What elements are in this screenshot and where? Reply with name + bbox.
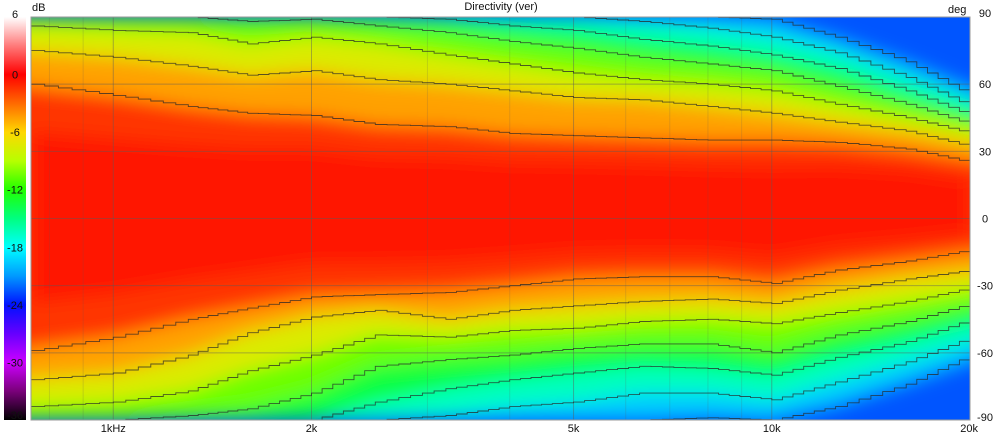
colorbar-tick-label: -12 [7, 185, 23, 197]
y-axis-unit-label: deg [948, 4, 966, 16]
contour-top-3db [31, 83, 970, 163]
y-tick-label: -60 [977, 348, 993, 360]
contour-lines [31, 17, 970, 420]
plot-area [30, 16, 971, 421]
colorbar-tick-label: -24 [7, 300, 23, 312]
colorbar-tick-labels: 6 0 -6 -12 -18 -24 -30 -36 [7, 9, 23, 422]
x-tick-label: 1kHz [101, 423, 126, 434]
colorbar-tick-label: -30 [7, 357, 23, 369]
y-tick-label: -30 [977, 281, 993, 293]
colorbar-tick-label: 0 [12, 70, 18, 82]
contour-bottom-15db [31, 318, 970, 420]
x-tick-label: 2k [306, 423, 318, 434]
colorbar-unit-label: dB [32, 2, 45, 14]
contour-top-18db [31, 17, 970, 108]
contour-bottom-18db [31, 336, 970, 420]
contour-top-12db [31, 17, 970, 125]
colorbar-tick-label: -6 [10, 127, 20, 139]
heatmap-smooth-layer [31, 17, 970, 420]
y-tick-label: 90 [979, 8, 991, 20]
contour-top-15db [31, 17, 970, 116]
contour-bottom-6db [31, 269, 970, 381]
contour-top-6db [31, 50, 970, 148]
contour-top-21db [31, 17, 970, 96]
colorbar-gradient [4, 17, 26, 420]
plot-frame [30, 16, 971, 421]
y-tick-label: 30 [979, 146, 991, 158]
chart-title: Directivity (ver) [464, 1, 537, 13]
contour-bottom-12db [31, 303, 970, 420]
contour-top-9db [31, 25, 970, 134]
y-tick-label: -90 [977, 412, 993, 424]
x-tick-label: 5k [568, 423, 580, 434]
colorbar-tick-label: 6 [12, 9, 18, 21]
x-tick-label: 20k [960, 423, 978, 434]
x-axis-tick-labels: 1kHz 2k 5k 10k 20k [101, 423, 979, 434]
y-tick-label: 60 [979, 79, 991, 91]
x-tick-label: 10k [763, 423, 781, 434]
contour-bottom-9db [31, 287, 970, 408]
heatmap-bands [31, 17, 970, 420]
contour-bottom-3db [31, 249, 970, 352]
y-tick-label: 0 [982, 214, 988, 226]
colorbar-tick-label: -18 [7, 242, 23, 254]
heatmap-core [31, 132, 970, 303]
colorbar-tick-label: -36 [7, 410, 23, 422]
y-axis-tick-labels: 90 60 30 0 -30 -60 -90 [977, 8, 993, 424]
